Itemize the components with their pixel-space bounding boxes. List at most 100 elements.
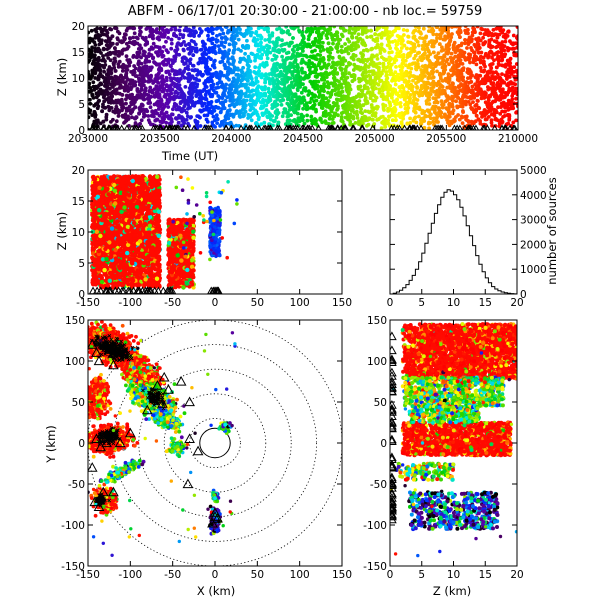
timeline-source-point [434,111,439,116]
timeline-source-point [293,58,298,62]
timeline-source-point [119,97,124,102]
timeline-source-point [449,35,454,40]
timeline-source-point [198,70,203,74]
timeline-source-point [304,53,308,58]
timeline-source-point [207,106,212,111]
timeline-source-point [365,90,370,95]
timeline-source-point [136,61,141,66]
timeline-source-point [466,120,471,124]
timeline-source-point [126,44,131,49]
timeline-source-point [445,57,450,62]
timeline-source-point [423,69,427,73]
timeline-source-point [379,126,384,130]
timeline-source-point [384,66,388,70]
timeline-source-point [214,113,219,117]
timeline-source-point [148,85,153,90]
timeline-source-point [114,119,119,124]
timeline-source-point [203,96,208,100]
timeline-source-point [344,47,348,51]
timeline-source-point [468,96,473,101]
timeline-source-point [89,88,94,93]
timeline-source-point [214,86,219,90]
timeline-source-point [267,72,272,77]
timeline-source-point [367,116,372,121]
timeline-source-point [410,87,414,92]
timeline-source-point [204,69,208,74]
timeline-source-point [451,95,456,100]
timeline-source-point [305,118,310,123]
timeline-source-point [406,90,410,95]
timeline-source-point [474,113,479,118]
timeline-source-point [354,95,358,100]
timeline-source-point [414,81,418,86]
timeline-source-point [361,103,366,108]
timeline-source-point [431,32,436,37]
timeline-source-point [236,47,241,52]
timeline-source-point [449,110,454,115]
timeline-source-point [132,31,137,36]
timeline-source-point [209,26,214,31]
timeline-source-point [478,58,483,63]
timeline-source-point [292,49,296,54]
timeline-source-point [228,98,233,103]
timeline-source-point [371,117,375,122]
timeline-source-point [272,53,277,58]
timeline-source-point [184,118,189,122]
timeline-source-point [489,102,494,106]
timeline-source-point [344,64,349,69]
timeline-source-point [493,32,498,37]
timeline-source-point [490,33,494,38]
timeline-source-point [475,98,480,103]
timeline-source-point [341,104,345,108]
timeline-source-point [227,48,232,53]
timeline-source-point [120,48,125,53]
timeline-source-point [170,112,174,117]
timeline-source-point [221,31,226,36]
timeline-source-point [300,66,304,71]
timeline-source-point [441,58,446,63]
timeline-source-point [195,84,199,89]
timeline-source-point [138,82,142,87]
timeline-source-point [384,97,389,102]
timeline-source-point [390,33,394,37]
timeline-source-point [308,100,312,105]
timeline-source-point [419,68,424,72]
timeline-source-point [397,50,402,55]
timeline-source-point [412,56,416,61]
timeline-source-point [135,36,140,41]
timeline-source-point [318,49,323,53]
timeline-source-point [416,51,420,55]
timeline-source-point [394,65,398,69]
timeline-source-point [414,105,418,110]
timeline-source-point [437,86,442,91]
timeline-source-point [151,41,156,46]
timeline-source-point [359,94,364,99]
timeline-source-point [199,47,204,52]
timeline-source-point [474,86,479,90]
timeline-source-point [155,50,160,54]
timeline-source-point [338,66,343,70]
timeline-source-point [104,117,109,122]
timeline-source-point [124,64,128,69]
timeline-source-point [409,51,413,55]
timeline-source-point [489,37,494,42]
timeline-source-point [164,78,169,83]
timeline-source-point [509,99,513,104]
timeline-source-point [187,46,192,50]
timeline-source-point [445,98,450,102]
timeline-source-point [249,118,254,123]
timeline-source-point [150,90,155,95]
timeline-source-point [461,53,466,57]
timeline-source-point [102,93,107,98]
timeline-source-point [288,61,293,66]
timeline-source-point [306,37,311,42]
timeline-source-point [356,39,360,44]
timeline-source-point [481,55,486,60]
timeline-source-point [412,34,417,39]
timeline-source-point [160,112,165,116]
timeline-source-point [164,110,169,115]
timeline-source-point [443,112,447,117]
timeline-source-point [299,90,304,95]
timeline-source-point [336,87,341,91]
timeline-source-point [94,30,99,34]
